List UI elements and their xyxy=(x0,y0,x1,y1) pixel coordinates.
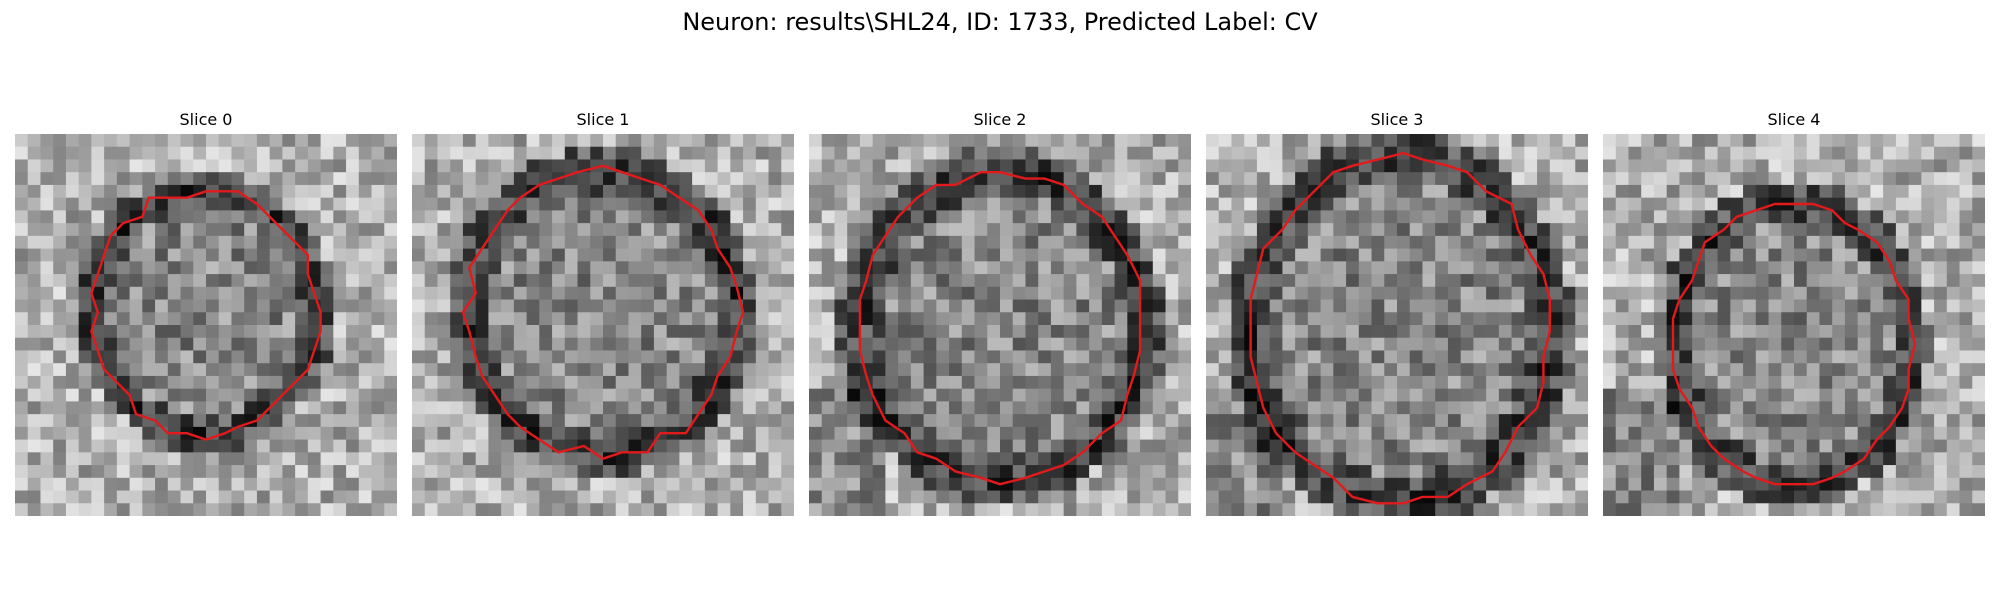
pixel-grid xyxy=(1206,134,1588,516)
slice-title: Slice 3 xyxy=(1370,110,1424,129)
slice-title: Slice 1 xyxy=(576,110,630,129)
slice-title: Slice 4 xyxy=(1767,110,1821,129)
segmentation-contour xyxy=(1671,202,1917,486)
segmentation-contour xyxy=(1249,151,1551,505)
pixel-grid xyxy=(809,134,1191,516)
slice-image xyxy=(809,134,1191,516)
segmentation-contour xyxy=(90,190,322,441)
slice-title: Slice 2 xyxy=(973,110,1027,129)
slice-image xyxy=(15,134,397,516)
slice-image xyxy=(1603,134,1985,516)
slice-image xyxy=(412,134,794,516)
slice-title: Slice 0 xyxy=(179,110,233,129)
pixel-grid xyxy=(412,134,794,516)
pixel-grid xyxy=(1603,134,1985,516)
slice-image xyxy=(1206,134,1588,516)
pixel-grid xyxy=(15,134,397,516)
segmentation-contour xyxy=(461,164,745,460)
figure-title: Neuron: results\SHL24, ID: 1733, Predict… xyxy=(682,8,1318,36)
segmentation-contour xyxy=(858,171,1142,486)
